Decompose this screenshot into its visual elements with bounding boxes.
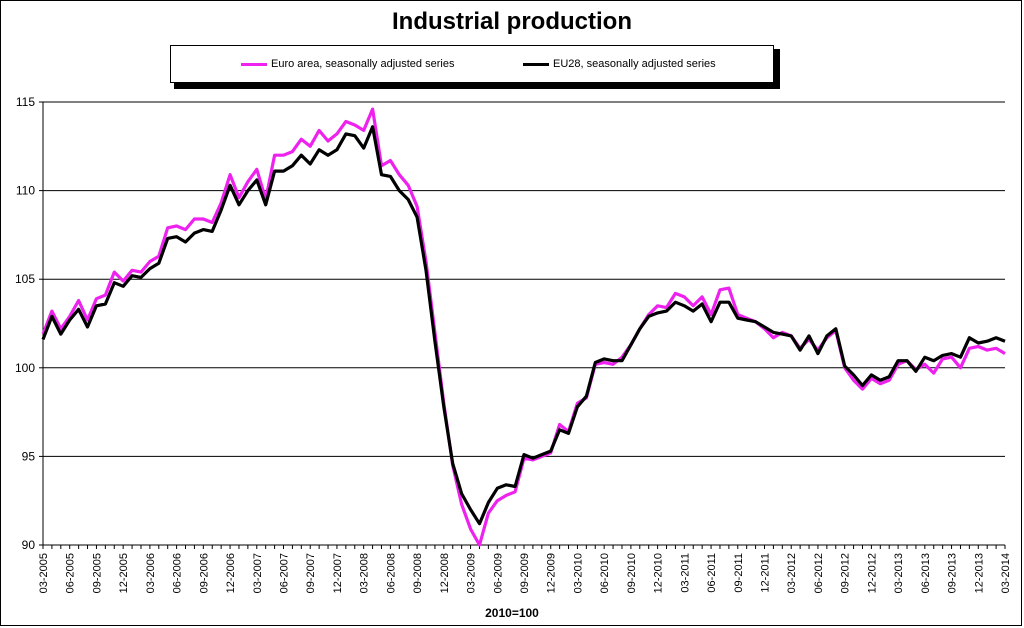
x-tick-label: 06-2007	[279, 553, 291, 593]
legend-swatch-euro-area	[241, 62, 267, 66]
x-tick-label: 12-2008	[439, 553, 451, 593]
x-tick-label: 03-2013	[893, 553, 905, 593]
legend-label-euro-area: Euro area, seasonally adjusted series	[271, 58, 455, 70]
x-tick-label: 09-2006	[198, 553, 210, 593]
chart-title: Industrial production	[392, 8, 632, 35]
series-line-euro-area	[41, 107, 1006, 547]
legend-item-eu28: EU28, seasonally adjusted series	[523, 57, 716, 71]
x-tick-label: 12-2013	[973, 553, 985, 593]
x-tick-label: 06-2005	[65, 553, 77, 593]
legend-item-euro-area: Euro area, seasonally adjusted series	[241, 57, 454, 71]
x-tick-label: 06-2010	[599, 553, 611, 593]
y-tick-label: 105	[15, 272, 35, 286]
x-tick-label: 12-2006	[225, 553, 237, 593]
x-tick-label: 03-2010	[572, 553, 584, 593]
legend-swatch-eu28	[523, 62, 549, 66]
x-tick-label: 12-2011	[760, 553, 772, 593]
x-tick-label: 12-2007	[332, 553, 344, 593]
y-tick-label: 110	[16, 184, 35, 198]
x-tick-label: 06-2006	[172, 553, 184, 593]
series-line-eu28	[41, 125, 1006, 526]
x-tick-label: 06-2008	[385, 553, 397, 593]
x-tick-label: 09-2011	[733, 553, 745, 593]
y-tick-label: 90	[22, 538, 36, 552]
x-tick-label: 09-2007	[305, 553, 317, 593]
y-tick-label: 115	[16, 95, 35, 109]
legend-label-eu28: EU28, seasonally adjusted series	[553, 58, 716, 70]
x-tick-label: 09-2008	[412, 553, 424, 593]
x-tick-label: 09-2010	[626, 553, 638, 593]
x-tick-label: 03-2012	[786, 553, 798, 593]
x-tick-label: 03-2006	[145, 553, 157, 593]
x-tick-label: 09-2013	[947, 553, 959, 593]
y-tick-label: 100	[15, 361, 35, 375]
x-tick-label: 06-2013	[920, 553, 932, 593]
x-tick-label: 03-2007	[252, 553, 264, 593]
x-tick-label: 06-2009	[492, 553, 504, 593]
y-tick-label: 95	[22, 449, 36, 463]
x-tick-label: 09-2009	[519, 553, 531, 593]
x-axis-label: 2010=100	[485, 606, 539, 620]
x-tick-label: 09-2005	[91, 553, 103, 593]
x-tick-label: 03-2011	[679, 553, 691, 593]
x-tick-label: 12-2010	[653, 553, 665, 593]
x-tick-label: 12-2012	[866, 553, 878, 593]
x-tick-label: 03-2008	[359, 553, 371, 593]
x-tick-label: 03-2014	[1000, 553, 1012, 593]
x-tick-label: 12-2009	[546, 553, 558, 593]
x-tick-label: 03-2005	[38, 553, 50, 593]
x-tick-label: 06-2011	[706, 553, 718, 593]
x-tick-label: 09-2012	[840, 553, 852, 593]
x-tick-label: 06-2012	[813, 553, 825, 593]
chart-legend: Euro area, seasonally adjusted series EU…	[170, 45, 774, 83]
x-tick-label: 03-2009	[466, 553, 478, 593]
x-tick-label: 12-2005	[118, 553, 130, 593]
